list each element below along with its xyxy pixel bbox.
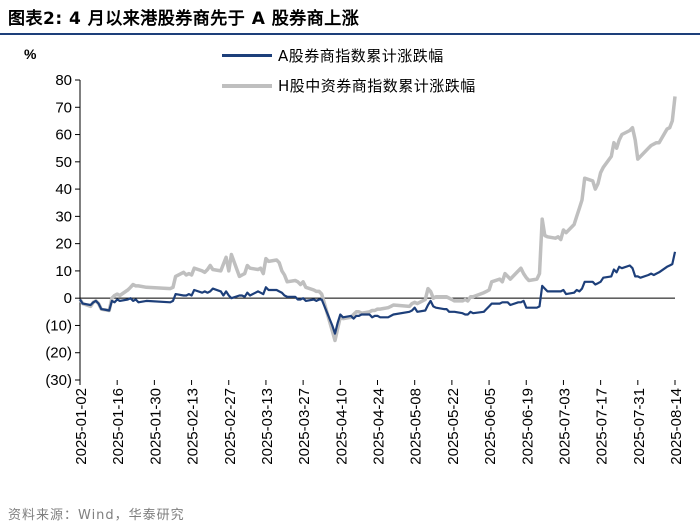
title-divider xyxy=(0,33,700,35)
x-tick-label: 2025-01-16 xyxy=(110,388,127,465)
y-tick-label: (20) xyxy=(45,345,72,362)
legend-swatch-a-share xyxy=(222,54,272,57)
y-tick-label: 30 xyxy=(55,208,72,225)
y-tick-label: (10) xyxy=(45,317,72,334)
x-tick-label: 2025-04-24 xyxy=(371,388,388,465)
legend-swatch-h-share xyxy=(222,84,272,88)
x-tick-label: 2025-04-10 xyxy=(333,388,350,465)
x-tick-label: 2025-05-22 xyxy=(445,388,462,465)
chart: % 80 70 60 50 40 30 20 10 0 (10) (20) (30)2025-01-02… xyxy=(24,46,685,465)
y-tick-label: 60 xyxy=(55,127,72,144)
y-axis-label: % xyxy=(24,46,37,62)
x-tick-label: 2025-02-27 xyxy=(222,388,239,465)
series-line-a-share xyxy=(79,251,677,335)
x-tick-label: 2025-08-14 xyxy=(668,388,685,465)
x-tick-label: 2025-01-30 xyxy=(147,388,164,465)
x-tick-label: 2025-07-17 xyxy=(594,388,611,465)
y-tick-label: 0 xyxy=(64,290,72,307)
y-tick-label: 70 xyxy=(55,99,72,116)
x-tick-label: 2025-03-27 xyxy=(296,388,313,465)
x-tick-label: 2025-07-31 xyxy=(631,388,648,465)
y-tick-label: 40 xyxy=(55,181,72,198)
x-tick-label: 2025-06-05 xyxy=(482,388,499,465)
y-tick-label: 10 xyxy=(55,263,72,280)
legend-label-a-share: A股券商指数累计涨跌幅 xyxy=(278,47,444,65)
y-tick-label: 50 xyxy=(55,154,72,171)
x-tick-label: 2025-05-08 xyxy=(408,388,425,465)
y-tick-label: (30) xyxy=(45,372,72,389)
x-tick-label: 2025-07-03 xyxy=(556,388,573,465)
x-tick-label: 2025-02-13 xyxy=(185,388,202,465)
y-tick-label: 80 xyxy=(55,72,72,89)
x-tick-label: 2025-06-19 xyxy=(519,388,536,465)
x-tick-label: 2025-01-02 xyxy=(73,388,90,465)
source-note: 资料来源：Wind，华泰研究 xyxy=(8,508,185,523)
legend-label-h-share: H股中资券商指数累计涨跌幅 xyxy=(278,77,476,95)
x-tick-label: 2025-03-13 xyxy=(259,388,276,465)
chart-title: 图表2: 4 月以来港股券商先于 A 股券商上涨 xyxy=(8,9,360,29)
series-line-h-share xyxy=(78,96,677,343)
y-tick-label: 20 xyxy=(55,236,72,253)
